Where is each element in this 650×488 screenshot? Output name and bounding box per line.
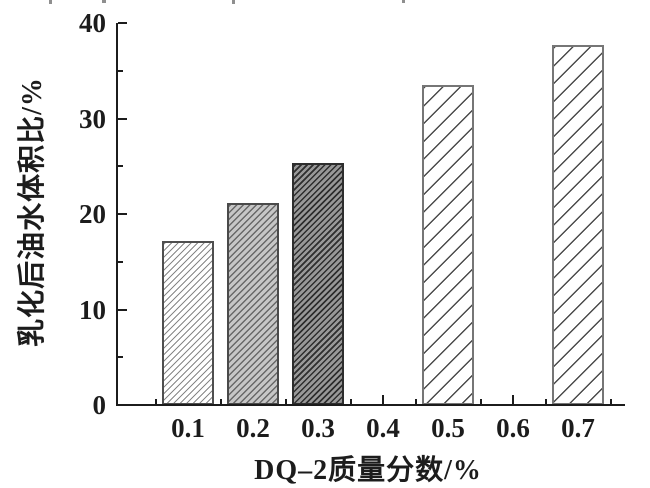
- y-tick-label: 20: [79, 199, 106, 229]
- y-minor-tick: [118, 261, 123, 263]
- crop-artifact: [102, 0, 106, 3]
- x-minor-tick: [220, 399, 222, 404]
- x-minor-tick: [285, 399, 287, 404]
- x-tick-label: 0.4: [366, 413, 400, 443]
- crop-artifact: [402, 0, 405, 3]
- y-minor-tick: [118, 70, 123, 72]
- y-major-tick: [118, 22, 127, 24]
- y-tick-label: 40: [79, 8, 106, 38]
- bar-0.5: [422, 85, 474, 405]
- y-tick-label: 10: [79, 295, 106, 325]
- x-major-tick: [382, 395, 384, 404]
- bar-0.2: [227, 203, 279, 405]
- bar-0.3: [292, 163, 344, 405]
- y-tick-label: 0: [92, 390, 107, 420]
- x-tick-label: 0.1: [171, 413, 205, 443]
- x-minor-tick: [155, 399, 157, 404]
- y-major-tick: [118, 118, 127, 120]
- y-minor-tick: [118, 165, 123, 167]
- y-major-tick: [118, 309, 127, 311]
- x-tick-label: 0.5: [431, 413, 465, 443]
- bar-0.7: [552, 45, 604, 405]
- x-tick-label: 0.6: [496, 413, 530, 443]
- x-minor-tick: [350, 399, 352, 404]
- x-axis-title: DQ–2质量分数/%: [254, 455, 482, 486]
- x-minor-tick: [545, 399, 547, 404]
- x-tick-label: 0.3: [301, 413, 335, 443]
- y-axis-title: 乳化后油水体积比/%: [17, 77, 48, 347]
- x-minor-tick: [480, 399, 482, 404]
- x-tick-label: 0.2: [236, 413, 270, 443]
- x-major-tick: [512, 395, 514, 404]
- y-tick-label: 30: [79, 104, 106, 134]
- bar-0.1: [162, 241, 214, 405]
- y-major-tick: [118, 213, 127, 215]
- x-tick-label: 0.7: [561, 413, 595, 443]
- x-minor-tick: [610, 399, 612, 404]
- crop-artifact: [49, 0, 52, 4]
- x-minor-tick: [415, 399, 417, 404]
- y-axis-line: [116, 23, 118, 406]
- crop-artifact: [232, 0, 235, 4]
- y-minor-tick: [118, 356, 123, 358]
- x-axis-line: [116, 404, 625, 406]
